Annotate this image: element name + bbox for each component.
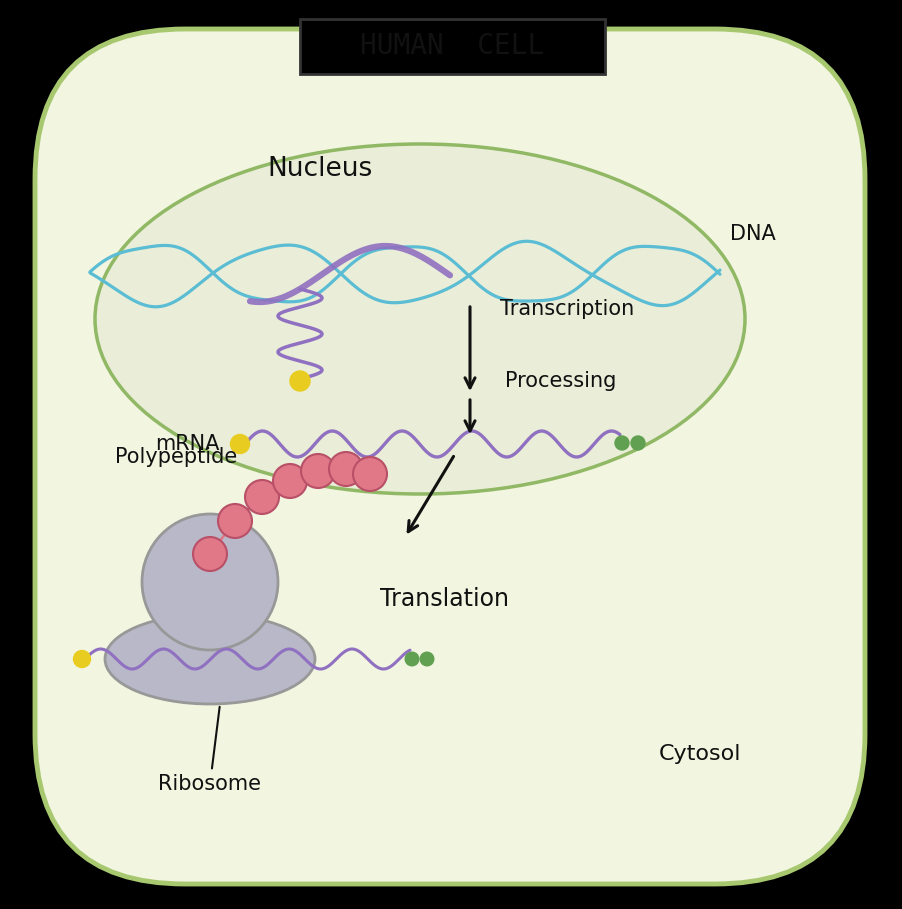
Ellipse shape bbox=[105, 614, 315, 704]
Circle shape bbox=[193, 537, 226, 571]
Circle shape bbox=[419, 652, 433, 665]
Ellipse shape bbox=[95, 144, 744, 494]
Circle shape bbox=[290, 371, 309, 391]
Circle shape bbox=[244, 480, 279, 514]
Text: mRNA: mRNA bbox=[155, 434, 219, 454]
Text: Nucleus: Nucleus bbox=[267, 156, 373, 182]
Text: DNA: DNA bbox=[729, 224, 775, 244]
Circle shape bbox=[142, 514, 278, 650]
FancyBboxPatch shape bbox=[35, 29, 864, 884]
Circle shape bbox=[353, 457, 387, 491]
Circle shape bbox=[328, 452, 363, 486]
Circle shape bbox=[300, 454, 335, 488]
Text: Translation: Translation bbox=[380, 587, 509, 611]
Circle shape bbox=[230, 435, 249, 454]
Circle shape bbox=[614, 436, 629, 450]
Circle shape bbox=[630, 436, 644, 450]
Text: Ribosome: Ribosome bbox=[159, 707, 262, 794]
Circle shape bbox=[73, 651, 90, 667]
Text: Transcription: Transcription bbox=[500, 299, 633, 319]
FancyBboxPatch shape bbox=[299, 19, 604, 74]
Circle shape bbox=[405, 652, 419, 665]
Circle shape bbox=[272, 464, 307, 498]
Text: Cytosol: Cytosol bbox=[658, 744, 741, 764]
Circle shape bbox=[217, 504, 252, 538]
Text: HUMAN  CELL: HUMAN CELL bbox=[360, 33, 544, 61]
Text: Processing: Processing bbox=[504, 371, 616, 391]
Text: Polypeptide: Polypeptide bbox=[115, 447, 237, 467]
